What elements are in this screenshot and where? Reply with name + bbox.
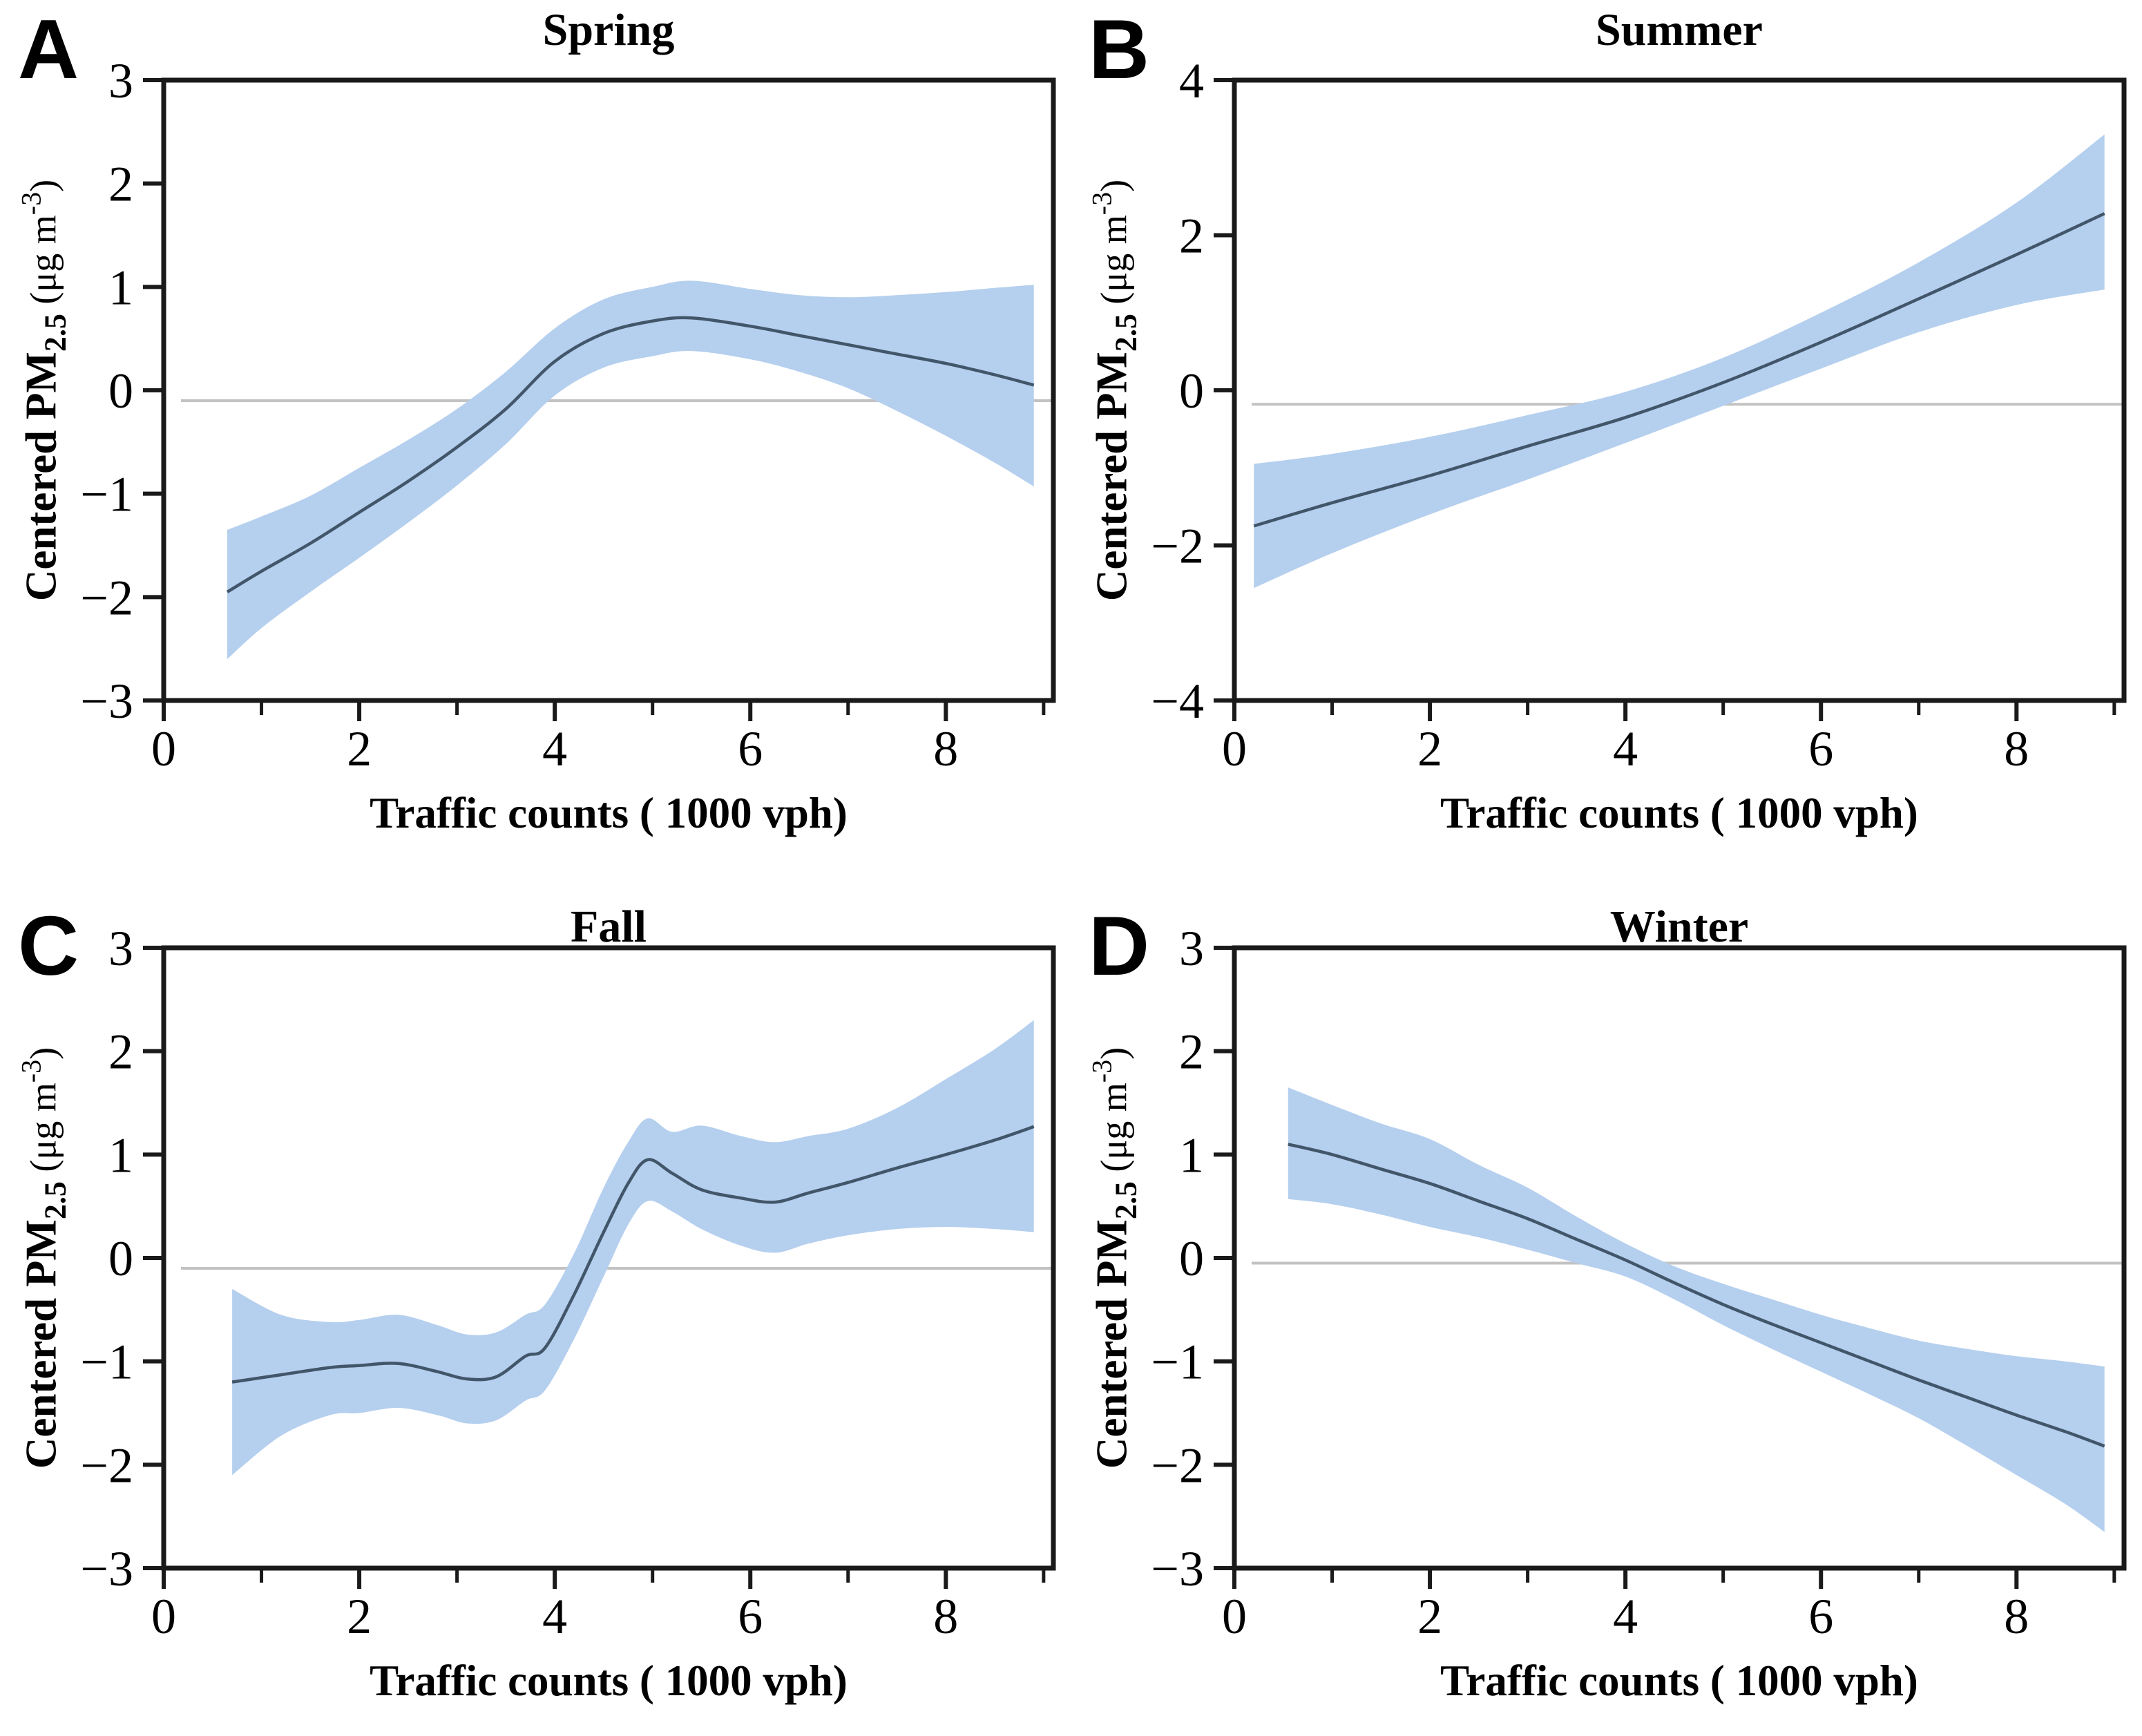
y-tick-label: 3	[1179, 921, 1204, 976]
panel-fall: C Fall Centered PM2.5 (μg m-3) 0 2 4 6 8 −3 −2…	[0, 868, 1071, 1736]
x-tick-label: 4	[1613, 1589, 1638, 1644]
plot-fall: 0 2 4 6 8 −3 −2 −1 0 1 2 3	[80, 921, 1056, 1644]
y-tick-label: 0	[108, 1231, 133, 1286]
y-tick-label: −2	[1151, 519, 1204, 574]
x-tick-label: 0	[1222, 721, 1247, 776]
confidence-band	[1254, 134, 2105, 589]
plot-frame	[1232, 945, 2127, 1571]
x-tick-label: 6	[738, 1589, 763, 1644]
plot-winter: 0 2 4 6 8 −3 −2 −1 0 1 2 3	[1151, 921, 2127, 1644]
y-tick-label: −2	[80, 570, 133, 625]
plot-spring: 0 2 4 6 8 −3 −2 −1 0 1 2 3	[80, 53, 1056, 776]
y-tick-label: −2	[80, 1438, 133, 1493]
x-tick-label: 2	[1417, 721, 1442, 776]
panel-title-winter: Winter	[1609, 902, 1749, 952]
y-tick-label: −1	[1151, 1335, 1204, 1390]
y-tick-label: −3	[80, 674, 133, 729]
x-tick-label: 6	[738, 721, 763, 776]
y-tick-label: −4	[1151, 674, 1204, 729]
x-axis-title: Traffic counts ( 1000 vph)	[370, 789, 848, 837]
y-tick-label: 2	[1179, 1024, 1204, 1080]
y-tick-label: 2	[1179, 209, 1204, 264]
y-tick-label: −1	[80, 1335, 133, 1390]
y-tick-label: −3	[1151, 1541, 1204, 1596]
x-tick-label: 8	[2004, 1589, 2029, 1644]
panel-letter-d: D	[1089, 899, 1150, 993]
panel-winter: D Winter Centered PM2.5 (μg m-3) 0 2 4 6 8 −3…	[1071, 868, 2142, 1736]
x-tick-label: 6	[1808, 721, 1833, 776]
y-tick-label: 1	[108, 1127, 133, 1183]
mean-line	[1253, 212, 2105, 528]
x-tick-label: 2	[1417, 1589, 1442, 1644]
x-tick-label: 4	[542, 721, 567, 776]
y-tick-label: 1	[1179, 1127, 1204, 1183]
y-tick-label: 0	[1179, 1231, 1204, 1286]
y-tick-label: 2	[108, 157, 133, 212]
x-tick-label: 8	[933, 721, 958, 776]
y-tick-label: 3	[108, 53, 133, 108]
confidence-band	[232, 1020, 1034, 1476]
y-tick-label: 0	[108, 363, 133, 419]
y-tick-label: −1	[80, 467, 133, 522]
x-axis-title: Traffic counts ( 1000 vph)	[1440, 789, 1918, 837]
panel-summer: B Summer Centered PM2.5 (μg m-3) 0 2 4 6 8 −4…	[1071, 0, 2142, 868]
y-tick-label: 2	[108, 1024, 133, 1080]
y-tick-label: −3	[80, 1541, 133, 1596]
x-tick-label: 0	[151, 1589, 176, 1644]
x-tick-label: 2	[347, 721, 372, 776]
y-tick-label: −2	[1151, 1438, 1204, 1493]
mean-line	[1288, 1143, 2105, 1448]
y-tick-label: 3	[108, 921, 133, 976]
panel-title-fall: Fall	[571, 902, 647, 952]
panel-spring: A Spring Centered PM2.5 (μg m-3) 0 2 4 6 8 −3…	[0, 0, 1071, 868]
x-tick-label: 4	[542, 1589, 567, 1644]
x-tick-label: 2	[347, 1589, 372, 1644]
x-axis-title: Traffic counts ( 1000 vph)	[370, 1657, 848, 1705]
confidence-band	[1288, 1087, 2105, 1532]
y-tick-label: 0	[1179, 363, 1204, 419]
panel-letter-b: B	[1089, 2, 1150, 96]
x-axis-title: Traffic counts ( 1000 vph)	[1440, 1657, 1918, 1705]
confidence-band	[227, 280, 1034, 660]
x-tick-label: 0	[151, 721, 176, 776]
x-tick-label: 8	[2004, 721, 2029, 776]
x-tick-label: 8	[933, 1589, 958, 1644]
y-tick-label: 1	[108, 260, 133, 315]
panel-title-summer: Summer	[1596, 5, 1763, 55]
mean-line	[226, 316, 1035, 593]
mean-line	[231, 1125, 1035, 1384]
panel-title-spring: Spring	[542, 5, 675, 55]
x-tick-label: 6	[1808, 1589, 1833, 1644]
panel-letter-a: A	[18, 2, 79, 96]
panel-letter-c: C	[18, 899, 79, 993]
x-tick-label: 0	[1222, 1589, 1247, 1644]
y-tick-label: 4	[1179, 53, 1204, 108]
x-tick-label: 4	[1613, 721, 1638, 776]
plot-summer: 0 2 4 6 8 −4 −2 0 2 4	[1151, 53, 2127, 776]
